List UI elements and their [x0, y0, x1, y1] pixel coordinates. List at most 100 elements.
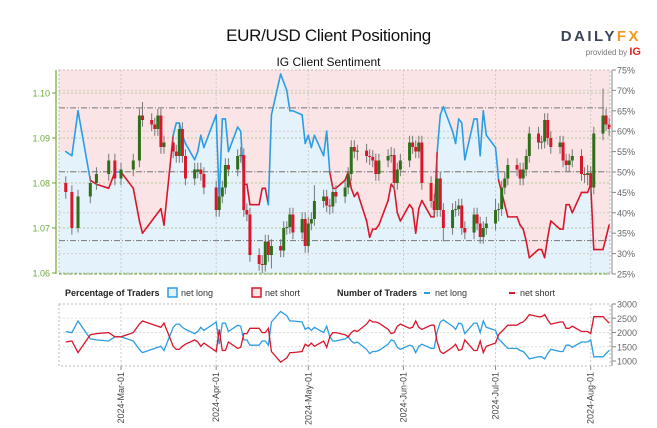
candle: [438, 171, 442, 217]
candle: [549, 131, 553, 154]
net-long-pct-segment: [203, 114, 217, 149]
candle-body: [365, 150, 369, 156]
candle: [592, 126, 596, 195]
candle: [223, 158, 227, 195]
candle: [113, 153, 117, 186]
candle: [570, 149, 574, 168]
pct-tick-label: 45%: [617, 188, 635, 198]
candle: [107, 153, 111, 181]
price-tick-label: 1.07: [32, 224, 50, 234]
candle-body: [322, 196, 326, 201]
candle-body: [153, 124, 157, 129]
net-long-pct-segment: [304, 134, 310, 145]
candle: [279, 239, 283, 258]
candle: [331, 185, 335, 214]
legend-pct-title: Percentage of Traders: [65, 288, 160, 298]
candle: [322, 189, 326, 208]
candle-body: [260, 264, 264, 265]
candle-body: [601, 115, 605, 134]
candle-body: [374, 160, 378, 174]
candle-body: [113, 160, 117, 179]
candle-body: [183, 156, 187, 179]
candle: [94, 167, 98, 190]
price-tick-label: 1.09: [32, 134, 50, 144]
logo-ig: IG: [629, 46, 641, 58]
candle: [199, 162, 203, 181]
candle: [180, 122, 184, 163]
candle: [334, 185, 338, 204]
net-long-pct-segment: [141, 220, 153, 234]
net-long-pct-segment: [313, 134, 325, 157]
legend-pct-long-swatch: [167, 287, 178, 298]
candle: [288, 207, 292, 234]
candle: [131, 153, 135, 177]
candle: [159, 108, 163, 154]
net-long-pct-segment: [528, 248, 540, 259]
candle-body: [245, 210, 249, 215]
candle: [395, 162, 399, 190]
date-tick-label: 2024-Mar-01: [116, 372, 126, 424]
candle-body: [303, 219, 307, 246]
legend-pct-short: net short: [265, 288, 301, 298]
net-long-pct-segment: [368, 228, 374, 239]
candle: [355, 144, 359, 161]
price-sentiment-plot: 1.06 1.07 1.08 1.09 1.10 25% 30% 35% 40% 45% 50% 55…: [32, 66, 635, 280]
candle: [451, 203, 455, 235]
net-long-pct-segment: [454, 118, 460, 145]
candle: [457, 198, 461, 216]
candle-body: [325, 196, 329, 206]
candle-body: [484, 223, 488, 228]
candle: [392, 148, 396, 190]
candle: [291, 207, 295, 240]
net-long-pct-segment: [421, 199, 432, 218]
net-long-pct-segment: [150, 216, 156, 222]
net-long-pct-segment: [356, 191, 368, 222]
net-long-pct-segment: [153, 212, 159, 218]
net-long-pct-segment: [399, 203, 411, 222]
candle: [604, 108, 608, 132]
candle: [119, 162, 123, 186]
candle-body: [583, 174, 587, 175]
legend: Percentage of Traders net long net short…: [65, 287, 556, 298]
net-long-pct-segment: [350, 187, 356, 198]
candle-body: [518, 169, 522, 179]
candle-body: [558, 142, 562, 147]
candle-body: [463, 228, 467, 233]
candle-body: [291, 214, 295, 233]
net-long-pct-segment: [335, 179, 346, 190]
candle: [260, 255, 264, 273]
candle: [524, 149, 528, 177]
candle: [220, 180, 224, 204]
candle: [441, 203, 445, 242]
candle: [257, 248, 261, 271]
candle-body: [441, 210, 445, 228]
candle: [561, 135, 565, 168]
candle-body: [478, 223, 482, 237]
net-long-pct-segment: [218, 118, 224, 202]
net-long-pct-segment: [224, 118, 230, 153]
legend-num-short: net short: [520, 288, 556, 298]
net-long-pct-segment: [375, 224, 380, 230]
candle: [226, 158, 230, 177]
candle-body: [156, 115, 160, 129]
candle-body: [88, 183, 92, 197]
candle: [586, 165, 590, 186]
candle: [202, 167, 206, 195]
candle: [303, 212, 307, 253]
net-long-pct-segment: [479, 110, 485, 157]
candle-body: [226, 165, 230, 170]
candle-body: [334, 192, 338, 197]
candle-body: [454, 209, 458, 211]
candle-body: [540, 141, 544, 143]
price-tick-label: 1.10: [32, 89, 50, 99]
candle-body: [457, 205, 461, 210]
candle-body: [331, 192, 335, 207]
candle: [527, 126, 531, 163]
pct-tick-label: 35%: [617, 229, 635, 239]
candle: [217, 189, 221, 217]
net-long-pct-segment: [77, 110, 92, 181]
net-long-pct-segment: [562, 203, 567, 230]
net-long-pct-segment: [89, 179, 98, 186]
candle-body: [196, 169, 200, 172]
